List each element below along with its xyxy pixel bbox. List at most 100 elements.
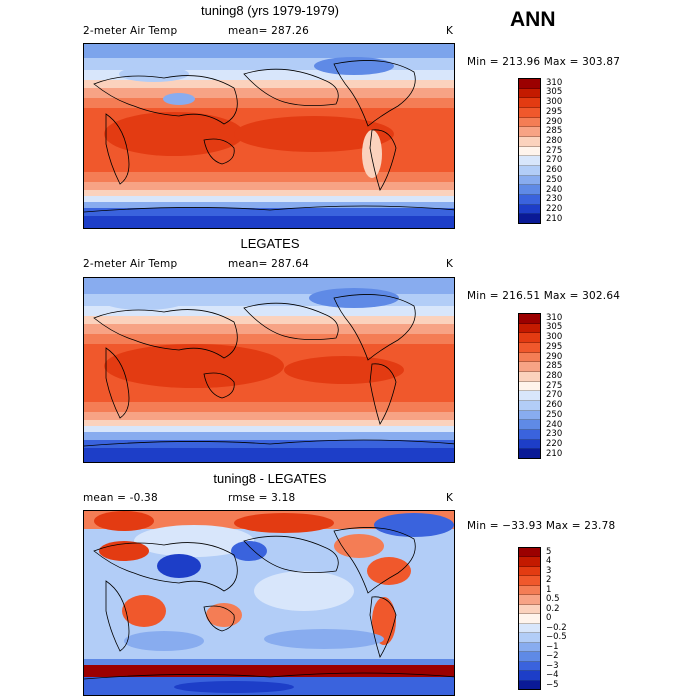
panel2-minmax-label: Min = 216.51 Max = 302.64 xyxy=(467,290,621,302)
colorbar-tick-label: 230 xyxy=(546,194,563,205)
colorbar-swatch xyxy=(519,185,540,196)
panel3-colorbar xyxy=(518,547,541,690)
colorbar-tick-label: −0.2 xyxy=(546,622,567,633)
colorbar-tick-label: 2 xyxy=(546,575,552,586)
panel3-mean-label: mean = -0.38 xyxy=(83,492,158,504)
colorbar-tick-label: 280 xyxy=(546,136,563,147)
colorbar-swatch xyxy=(519,343,540,353)
colorbar-tick-label: 275 xyxy=(546,380,563,391)
colorbar-swatch xyxy=(519,372,540,382)
panel1-mean-label: mean= 287.26 xyxy=(228,25,310,37)
colorbar-tick-label: 4 xyxy=(546,556,552,567)
panel3-coastlines xyxy=(84,527,454,680)
colorbar-tick-label: 1 xyxy=(546,584,552,595)
colorbar-swatch xyxy=(519,642,540,653)
colorbar-tick-label: 290 xyxy=(546,116,563,127)
colorbar-tick-label: −0.5 xyxy=(546,632,567,643)
panel3-minmax-label: Min = −33.93 Max = 23.78 xyxy=(467,520,616,532)
colorbar-swatch xyxy=(519,117,540,128)
colorbar-tick-label: −2 xyxy=(546,651,559,662)
colorbar-swatch xyxy=(519,391,540,402)
colorbar-tick-label: 210 xyxy=(546,448,563,459)
colorbar-swatch xyxy=(519,439,540,450)
colorbar-tick-label: 220 xyxy=(546,204,563,215)
panel2-variable-label: 2-meter Air Temp xyxy=(83,258,178,270)
colorbar-tick-label: −3 xyxy=(546,660,559,671)
colorbar-swatch xyxy=(519,204,540,215)
colorbar-swatch xyxy=(519,548,540,558)
colorbar-swatch xyxy=(519,410,540,421)
colorbar-swatch xyxy=(519,314,540,324)
colorbar-tick-label: 250 xyxy=(546,174,563,185)
panel1-colorbar xyxy=(518,78,541,224)
colorbar-swatch xyxy=(519,333,540,344)
colorbar-swatch xyxy=(519,401,540,411)
colorbar-tick-label: 220 xyxy=(546,439,563,450)
colorbar-tick-label: 5 xyxy=(546,546,552,557)
colorbar-swatch xyxy=(519,604,540,615)
panel2-colorbar-labels: 310 305 300 295 290 285 280 275 270 260 250 240 230 2… xyxy=(546,313,562,459)
colorbar-tick-label: 300 xyxy=(546,97,563,108)
colorbar-tick-label: 295 xyxy=(546,341,563,352)
colorbar-tick-label: 3 xyxy=(546,565,552,576)
panel2-coastlines xyxy=(84,294,454,447)
panel1-map xyxy=(83,43,455,229)
panel1-minmax-label: Min = 213.96 Max = 303.87 xyxy=(467,56,621,68)
colorbar-tick-label: 290 xyxy=(546,351,563,362)
colorbar-tick-label: 210 xyxy=(546,213,563,224)
panel2-colorbar xyxy=(518,313,541,459)
panel1-title: tuning8 (yrs 1979-1979) xyxy=(200,3,340,18)
colorbar-swatch xyxy=(519,166,540,176)
colorbar-swatch xyxy=(519,214,540,224)
colorbar-swatch xyxy=(519,614,540,624)
panel3-title: tuning8 - LEGATES xyxy=(213,471,327,486)
panel1-colorbar-labels: 310 305 300 295 290 285 280 275 270 260 250 240 230 2… xyxy=(546,78,562,224)
colorbar-swatch xyxy=(519,137,540,147)
colorbar-swatch xyxy=(519,652,540,662)
panel3-units-label: K xyxy=(446,492,454,504)
colorbar-swatch xyxy=(519,323,540,334)
colorbar-tick-label: 310 xyxy=(546,77,563,88)
panel3-rmse-label: rmse = 3.18 xyxy=(228,492,296,504)
panel2-mean-label: mean= 287.64 xyxy=(228,258,310,270)
panel1-variable-label: 2-meter Air Temp xyxy=(83,25,178,37)
colorbar-tick-label: 260 xyxy=(546,400,563,411)
panel2-map xyxy=(83,277,455,463)
colorbar-tick-label: 240 xyxy=(546,184,563,195)
panel1-coastlines xyxy=(84,60,454,213)
colorbar-swatch xyxy=(519,623,540,634)
colorbar-tick-label: −5 xyxy=(546,679,559,690)
panel1-units-label: K xyxy=(446,25,454,37)
panel3-colorbar-labels: 5 4 3 2 1 0.5 0.2 0 −0.2 −0.5 −1 −2 −3 −4 −5 xyxy=(546,547,567,690)
colorbar-tick-label: 0.5 xyxy=(546,594,560,605)
panel2-units-label: K xyxy=(446,258,454,270)
panel2-title: LEGATES xyxy=(240,236,300,251)
colorbar-tick-label: 270 xyxy=(546,390,563,401)
colorbar-swatch xyxy=(519,576,540,586)
colorbar-tick-label: 305 xyxy=(546,322,563,333)
colorbar-swatch xyxy=(519,156,540,167)
colorbar-swatch xyxy=(519,585,540,596)
colorbar-swatch xyxy=(519,175,540,186)
colorbar-tick-label: 285 xyxy=(546,361,563,372)
colorbar-swatch xyxy=(519,146,540,157)
panel3-map xyxy=(83,510,455,696)
colorbar-swatch xyxy=(519,557,540,567)
colorbar-swatch xyxy=(519,633,540,643)
colorbar-tick-label: 240 xyxy=(546,419,563,430)
colorbar-tick-label: 295 xyxy=(546,106,563,117)
colorbar-swatch xyxy=(519,430,540,440)
colorbar-swatch xyxy=(519,661,540,672)
colorbar-swatch xyxy=(519,195,540,205)
colorbar-tick-label: 270 xyxy=(546,155,563,166)
colorbar-tick-label: 305 xyxy=(546,87,563,98)
colorbar-swatch xyxy=(519,595,540,605)
colorbar-tick-label: 300 xyxy=(546,332,563,343)
colorbar-swatch xyxy=(519,566,540,577)
colorbar-swatch xyxy=(519,671,540,681)
colorbar-swatch xyxy=(519,381,540,392)
colorbar-swatch xyxy=(519,352,540,363)
colorbar-swatch xyxy=(519,127,540,138)
colorbar-swatch xyxy=(519,449,540,459)
colorbar-tick-label: 230 xyxy=(546,429,563,440)
